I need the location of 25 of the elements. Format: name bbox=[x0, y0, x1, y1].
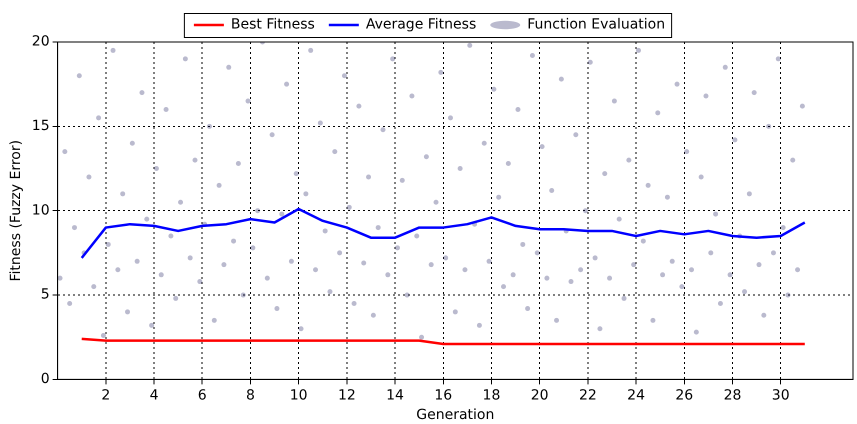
y-tick-label: 15 bbox=[32, 118, 50, 134]
x-tick-label: 10 bbox=[290, 387, 308, 404]
x-tick-label: 24 bbox=[627, 387, 646, 404]
x-tick-label: 4 bbox=[150, 387, 159, 404]
y-tick-label: 20 bbox=[32, 34, 50, 50]
x-tick-label: 26 bbox=[675, 387, 694, 404]
x-tick-label: 14 bbox=[386, 387, 404, 404]
x-tick-label: 28 bbox=[724, 387, 742, 404]
y-tick-label: 5 bbox=[40, 286, 50, 303]
x-axis-title: Generation bbox=[416, 407, 494, 424]
x-tick-label: 18 bbox=[482, 387, 500, 404]
x-tick-label: 2 bbox=[101, 387, 110, 404]
x-tick-label: 8 bbox=[246, 387, 255, 404]
x-tick-label: 20 bbox=[530, 387, 549, 404]
x-tick-label: 22 bbox=[578, 387, 597, 404]
x-tick-label: 6 bbox=[198, 387, 207, 404]
x-tick-label: 12 bbox=[338, 387, 356, 404]
y-tick-label: 10 bbox=[32, 202, 50, 218]
x-tick-label: 16 bbox=[434, 387, 452, 404]
y-tick-label: 0 bbox=[40, 371, 50, 388]
legend-label: Average Fitness bbox=[366, 16, 476, 33]
legend-label: Function Evaluation bbox=[527, 16, 666, 33]
y-axis-title: Fitness (Fuzzy Error) bbox=[8, 140, 24, 282]
x-tick-label: 30 bbox=[772, 387, 790, 404]
legend-label: Best Fitness bbox=[230, 16, 315, 33]
